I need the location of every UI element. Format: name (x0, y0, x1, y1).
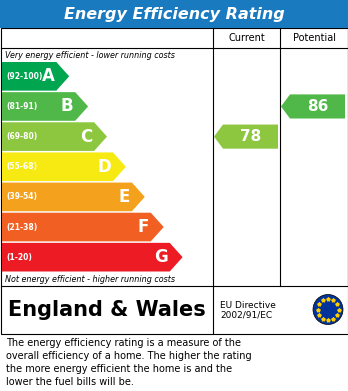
Text: (39-54): (39-54) (6, 192, 37, 201)
Text: Very energy efficient - lower running costs: Very energy efficient - lower running co… (5, 51, 175, 60)
Polygon shape (2, 213, 164, 241)
Text: C: C (80, 127, 92, 145)
Bar (0, 285, 348, 334)
Text: Current: Current (228, 33, 265, 43)
Text: overall efficiency of a home. The higher the rating: overall efficiency of a home. The higher… (6, 351, 252, 361)
Polygon shape (2, 92, 88, 121)
Circle shape (313, 294, 343, 325)
Text: (21-38): (21-38) (6, 222, 37, 231)
Text: B: B (61, 97, 73, 115)
Bar (0, 0, 348, 28)
Bar (0, 27, 348, 287)
Text: E: E (119, 188, 130, 206)
Polygon shape (2, 183, 145, 211)
Text: 86: 86 (307, 99, 328, 114)
Text: (55-68): (55-68) (6, 162, 37, 171)
Text: Energy Efficiency Rating: Energy Efficiency Rating (64, 7, 284, 22)
Text: the more energy efficient the home is and the: the more energy efficient the home is an… (6, 364, 232, 374)
Text: (69-80): (69-80) (6, 132, 37, 141)
Text: A: A (41, 67, 54, 85)
Polygon shape (2, 243, 183, 271)
Text: 78: 78 (240, 129, 261, 144)
Text: England & Wales: England & Wales (8, 300, 206, 319)
Text: (92-100): (92-100) (6, 72, 42, 81)
Polygon shape (2, 62, 69, 91)
Text: Not energy efficient - higher running costs: Not energy efficient - higher running co… (5, 275, 175, 284)
Text: EU Directive: EU Directive (220, 301, 276, 310)
Polygon shape (2, 122, 107, 151)
Text: (81-91): (81-91) (6, 102, 37, 111)
Text: G: G (154, 248, 168, 266)
Text: 2002/91/EC: 2002/91/EC (220, 310, 272, 319)
Text: (1-20): (1-20) (6, 253, 32, 262)
Text: The energy efficiency rating is a measure of the: The energy efficiency rating is a measur… (6, 338, 241, 348)
Text: Potential: Potential (293, 33, 335, 43)
Text: F: F (137, 218, 149, 236)
Text: lower the fuel bills will be.: lower the fuel bills will be. (6, 377, 134, 387)
Polygon shape (2, 152, 126, 181)
Polygon shape (214, 125, 278, 149)
Text: D: D (97, 158, 111, 176)
Polygon shape (281, 94, 345, 118)
